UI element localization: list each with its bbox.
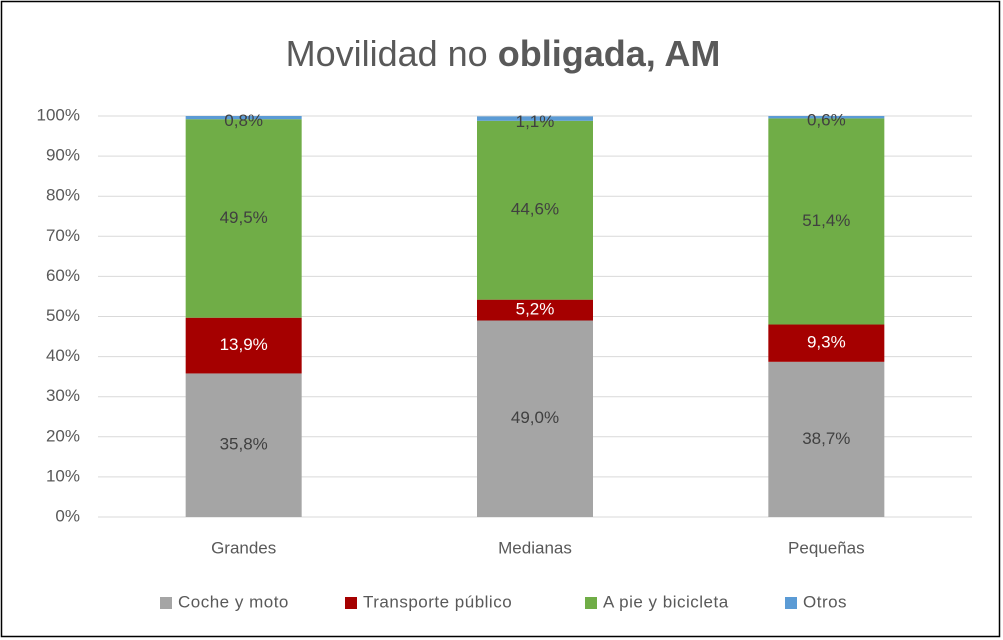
y-tick-label: 80%	[46, 186, 80, 205]
data-label: 0,6%	[807, 111, 846, 130]
data-label: 35,8%	[220, 435, 268, 454]
x-tick-label: Medianas	[498, 538, 572, 557]
data-label: 9,3%	[807, 333, 846, 352]
legend-marker	[160, 597, 172, 609]
y-tick-label: 20%	[46, 426, 80, 445]
data-label: 1,1%	[516, 112, 555, 131]
bar-segment	[477, 116, 593, 121]
bar-segment	[477, 299, 593, 321]
y-tick-label: 40%	[46, 346, 80, 365]
y-tick-label: 30%	[46, 386, 80, 405]
bar-segment	[477, 320, 593, 517]
data-label: 13,9%	[220, 335, 268, 354]
bar-segment	[185, 116, 302, 120]
bar-segment	[185, 317, 302, 374]
legend-marker	[585, 597, 597, 609]
x-tick-label: Pequeñas	[788, 538, 865, 557]
data-label: 49,5%	[220, 208, 268, 227]
bar-segment	[185, 119, 302, 318]
bar-segment	[477, 120, 593, 300]
data-label: 38,7%	[802, 429, 850, 448]
y-tick-label: 0%	[55, 506, 80, 525]
x-tick-label: Grandes	[211, 538, 276, 557]
y-tick-label: 90%	[46, 146, 80, 165]
title-part-bold: obligada, AM	[498, 33, 721, 74]
chart-title: Movilidad no obligada, AM	[286, 33, 721, 74]
data-label: 49,0%	[511, 408, 559, 427]
legend-label: A pie y bicicleta	[603, 592, 729, 611]
data-label: 0,8%	[224, 111, 263, 130]
y-tick-label: 60%	[46, 266, 80, 285]
data-label: 5,2%	[516, 300, 555, 319]
title-part: Movilidad no	[286, 33, 488, 74]
legend-label: Otros	[803, 592, 847, 611]
legend-label: Coche y moto	[178, 592, 289, 611]
data-label: 51,4%	[802, 211, 850, 230]
legend-marker	[345, 597, 357, 609]
legend-marker	[785, 597, 797, 609]
bar-segment	[768, 118, 885, 325]
bar-segment	[768, 361, 885, 517]
bar-segment	[768, 324, 885, 362]
data-label: 44,6%	[511, 200, 559, 219]
bar-segment	[185, 373, 302, 517]
y-tick-label: 100%	[37, 105, 80, 124]
y-tick-label: 10%	[46, 466, 80, 485]
legend-label: Transporte público	[363, 592, 512, 611]
bar-segment	[768, 116, 885, 119]
y-tick-label: 70%	[46, 226, 80, 245]
y-tick-label: 50%	[46, 306, 80, 325]
